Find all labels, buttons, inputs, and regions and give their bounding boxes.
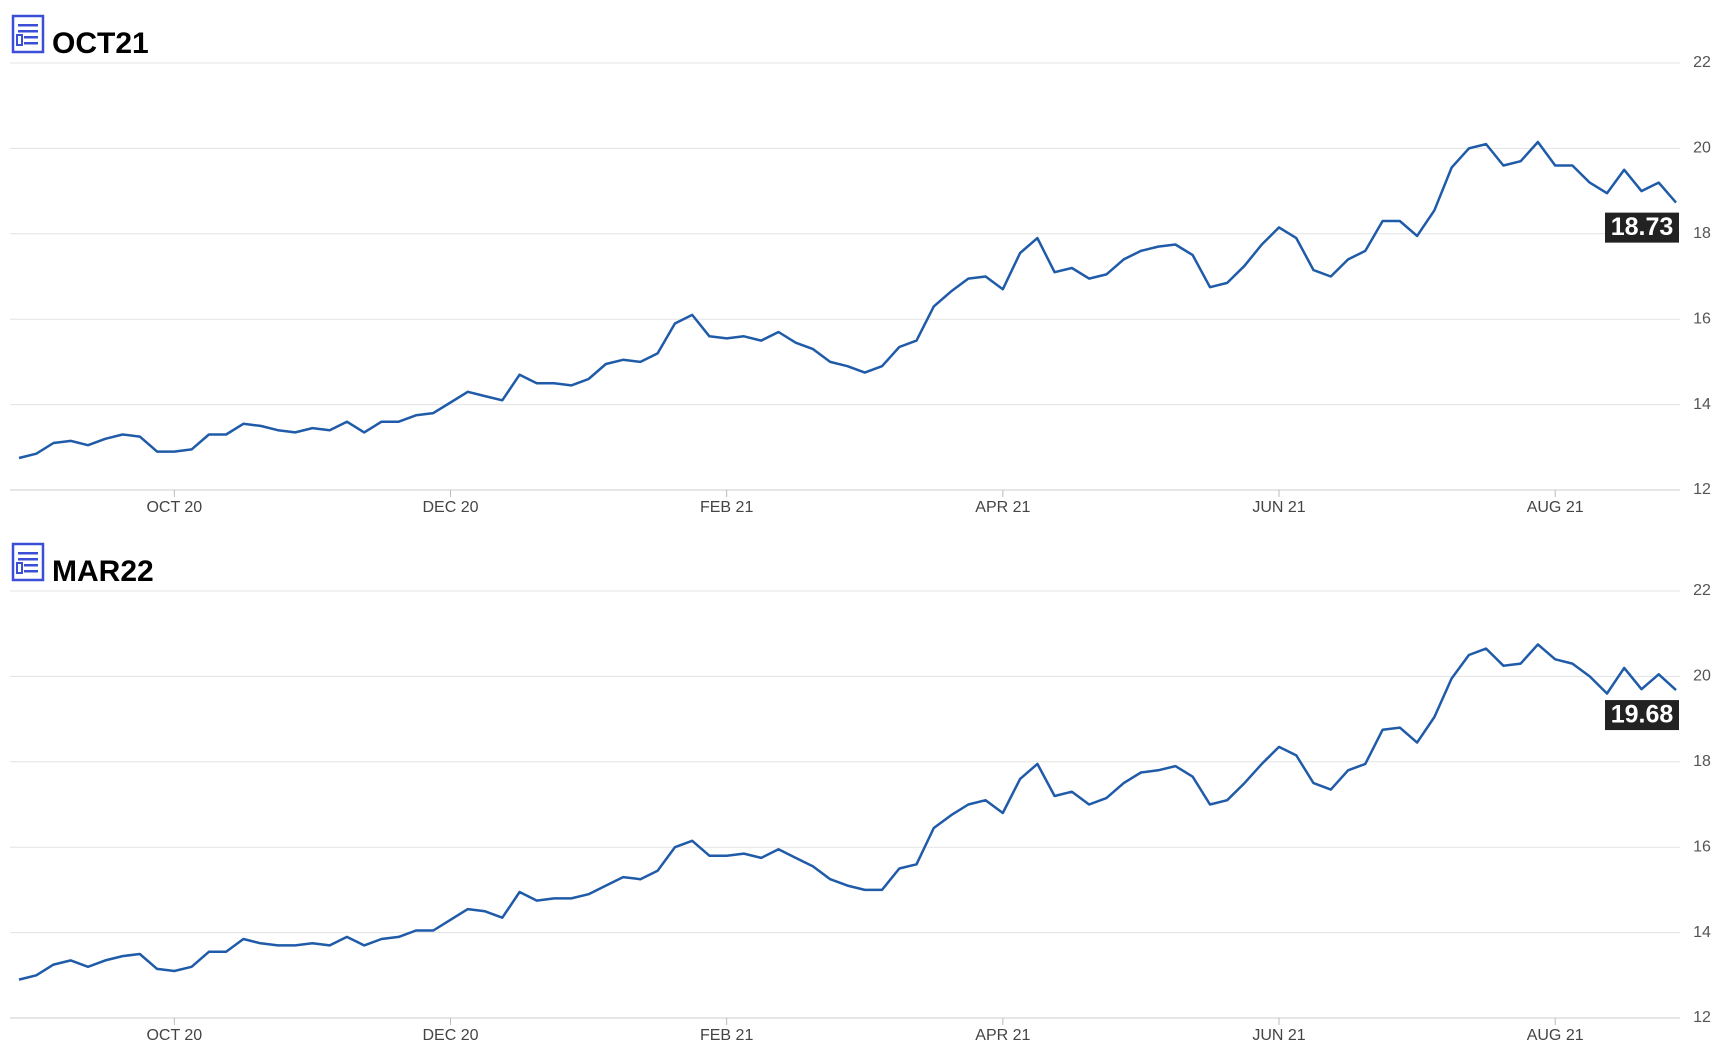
last-value-label: 19.68 <box>1611 701 1674 729</box>
chart-icon <box>11 542 45 582</box>
icon-line <box>24 36 38 39</box>
icon-line <box>18 24 38 27</box>
y-tick-label: 14 <box>1693 396 1711 413</box>
y-tick-label: 20 <box>1693 668 1711 685</box>
icon-frame <box>11 542 45 582</box>
icon-line <box>18 30 38 33</box>
last-value-label: 18.73 <box>1611 213 1674 241</box>
price-line <box>18 140 1677 460</box>
y-tick-label: 22 <box>1693 54 1711 71</box>
y-tick-label: 20 <box>1693 140 1711 157</box>
x-tick-label: OCT 20 <box>146 499 202 516</box>
icon-line <box>24 564 38 567</box>
x-tick-label: AUG 21 <box>1527 499 1584 516</box>
x-tick-label: FEB 21 <box>700 1027 753 1044</box>
y-tick-label: 16 <box>1693 310 1711 327</box>
x-tick-label: JUN 21 <box>1252 1027 1305 1044</box>
y-tick-label: 16 <box>1693 838 1711 855</box>
y-tick-label: 18 <box>1693 753 1711 770</box>
icon-box <box>16 562 23 574</box>
last-value-box <box>1605 700 1679 731</box>
chart-title: OCT21 <box>52 27 149 60</box>
last-value-box <box>1605 212 1679 243</box>
x-tick-label: FEB 21 <box>700 499 753 516</box>
x-tick-label: AUG 21 <box>1527 1027 1584 1044</box>
y-tick-label: 14 <box>1693 924 1711 941</box>
icon-frame <box>11 14 45 54</box>
chart-icon <box>11 14 45 54</box>
icon-line <box>24 570 38 573</box>
y-tick-label: 12 <box>1693 481 1711 498</box>
x-tick-label: JUN 21 <box>1252 499 1305 516</box>
x-tick-label: APR 21 <box>975 1027 1030 1044</box>
icon-line <box>18 552 38 555</box>
x-tick-label: APR 21 <box>975 499 1030 516</box>
y-tick-label: 22 <box>1693 582 1711 599</box>
price-line <box>18 643 1677 981</box>
icon-line <box>24 42 38 45</box>
chart-title: MAR22 <box>52 555 154 588</box>
x-tick-label: DEC 20 <box>422 499 478 516</box>
icon-line <box>18 558 38 561</box>
icon-box <box>16 34 23 46</box>
x-tick-label: DEC 20 <box>422 1027 478 1044</box>
x-tick-label: OCT 20 <box>146 1027 202 1044</box>
y-tick-label: 12 <box>1693 1009 1711 1026</box>
y-tick-label: 18 <box>1693 225 1711 242</box>
